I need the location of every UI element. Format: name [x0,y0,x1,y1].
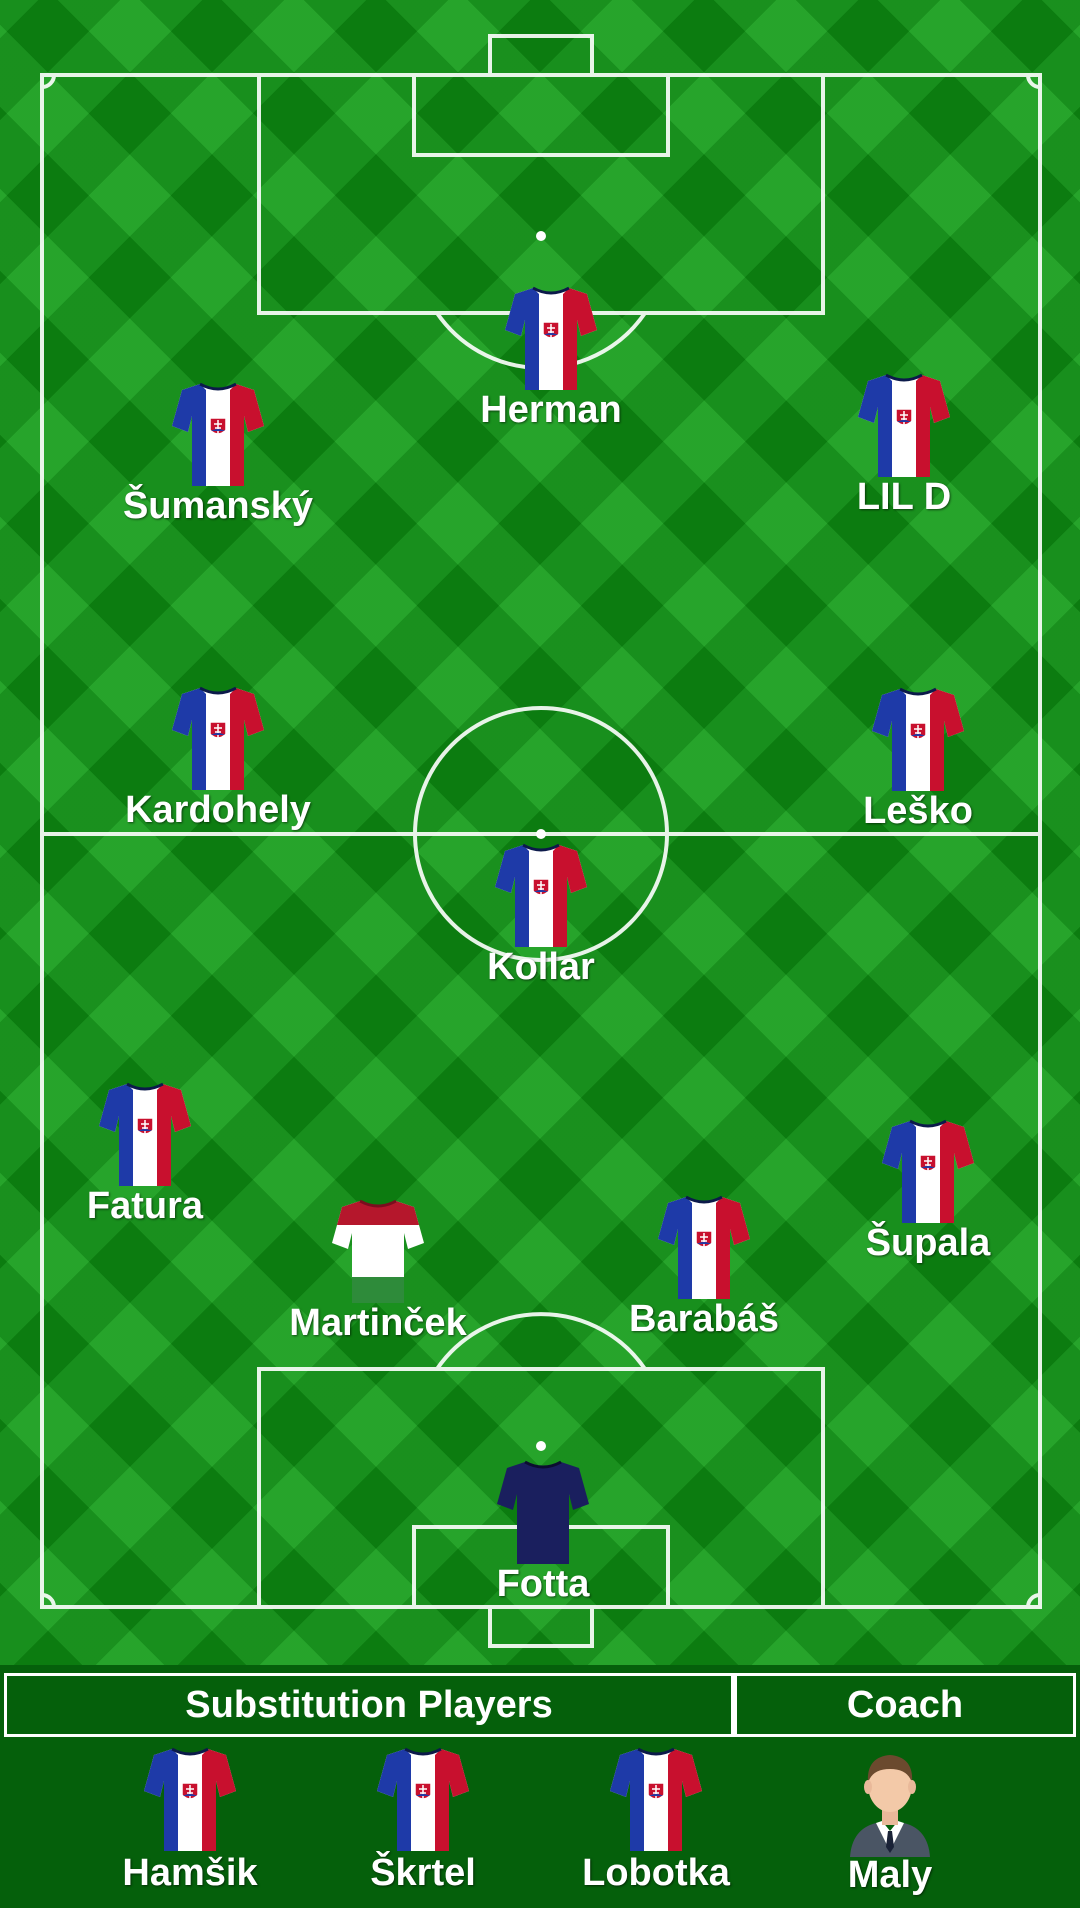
bottom-penalty-arc [435,1312,647,1371]
slovakia-shirt-icon [610,1747,702,1851]
hungary-shirt-icon [332,1199,424,1303]
slovakia-shirt-icon [858,373,950,477]
slovakia-shirt-icon [658,1195,750,1299]
slovakia-shirt-icon [872,687,964,791]
slovakia-shirt-icon [882,1119,974,1223]
player-herman[interactable]: Herman [431,284,671,430]
bench-player-lobotka[interactable]: Lobotka [556,1745,756,1893]
top-penalty-box [257,73,825,315]
bench-player-skrtel[interactable]: Škrtel [323,1745,523,1893]
player-supala[interactable]: Šupala [808,1117,1048,1263]
player-name: Fotta [496,1563,590,1605]
slovakia-shirt-icon [377,1747,469,1851]
center-spot [536,829,546,839]
coach-maly[interactable]: Maly [790,1745,990,1895]
player-name: Herman [480,389,622,431]
slovakia-shirt-icon [172,686,264,790]
slovakia-shirt-icon [99,1082,191,1186]
player-name: LIL D [856,476,952,518]
player-name: Šumanský [122,485,314,527]
slovakia-shirt-icon [144,1747,236,1851]
pitch-markings [40,34,1042,1648]
substitution-players-header: Substitution Players [4,1673,734,1737]
bottom-goal [488,1605,594,1648]
slovakia-shirt-icon [505,286,597,390]
player-lesko[interactable]: Leško [798,685,1038,831]
bench-player-hamsik[interactable]: Hamšik [90,1745,290,1893]
top-goal [488,34,594,77]
player-name: Leško [863,790,973,832]
player-name: Hamšik [122,1852,258,1894]
player-fotta[interactable]: Fotta [423,1458,663,1604]
coach-name: Maly [847,1854,933,1896]
player-lil-d[interactable]: LIL D [784,371,1024,517]
player-name: Fatura [86,1185,204,1227]
player-barabas[interactable]: Barabáš [584,1193,824,1339]
football-pitch: Herman Šumanský LIL D Kardohely Leško Ko… [0,0,1080,1665]
goalkeeper-shirt-icon [497,1460,589,1564]
bench-panel: Substitution Players Coach Hamšik Škrtel… [0,1665,1080,1908]
center-circle [413,706,669,962]
top-goal-area [412,73,670,157]
player-name: Barabáš [629,1298,779,1340]
player-sumansky[interactable]: Šumanský [98,380,338,526]
player-kollar[interactable]: Kollar [421,841,661,987]
player-name: Škrtel [370,1852,476,1894]
player-name: Kardohely [125,789,311,831]
player-name: Lobotka [582,1852,730,1894]
coach-avatar-icon [850,1755,930,1857]
player-kardohely[interactable]: Kardohely [98,684,338,830]
slovakia-shirt-icon [172,382,264,486]
slovakia-shirt-icon [495,843,587,947]
player-name: Kollar [487,946,595,988]
player-fatura[interactable]: Fatura [25,1080,265,1226]
coach-header: Coach [734,1673,1076,1737]
top-penalty-spot [536,231,546,241]
player-name: Martinček [289,1302,467,1344]
bottom-penalty-spot [536,1441,546,1451]
player-name: Šupala [865,1222,991,1264]
player-martincek[interactable]: Martinček [258,1197,498,1343]
